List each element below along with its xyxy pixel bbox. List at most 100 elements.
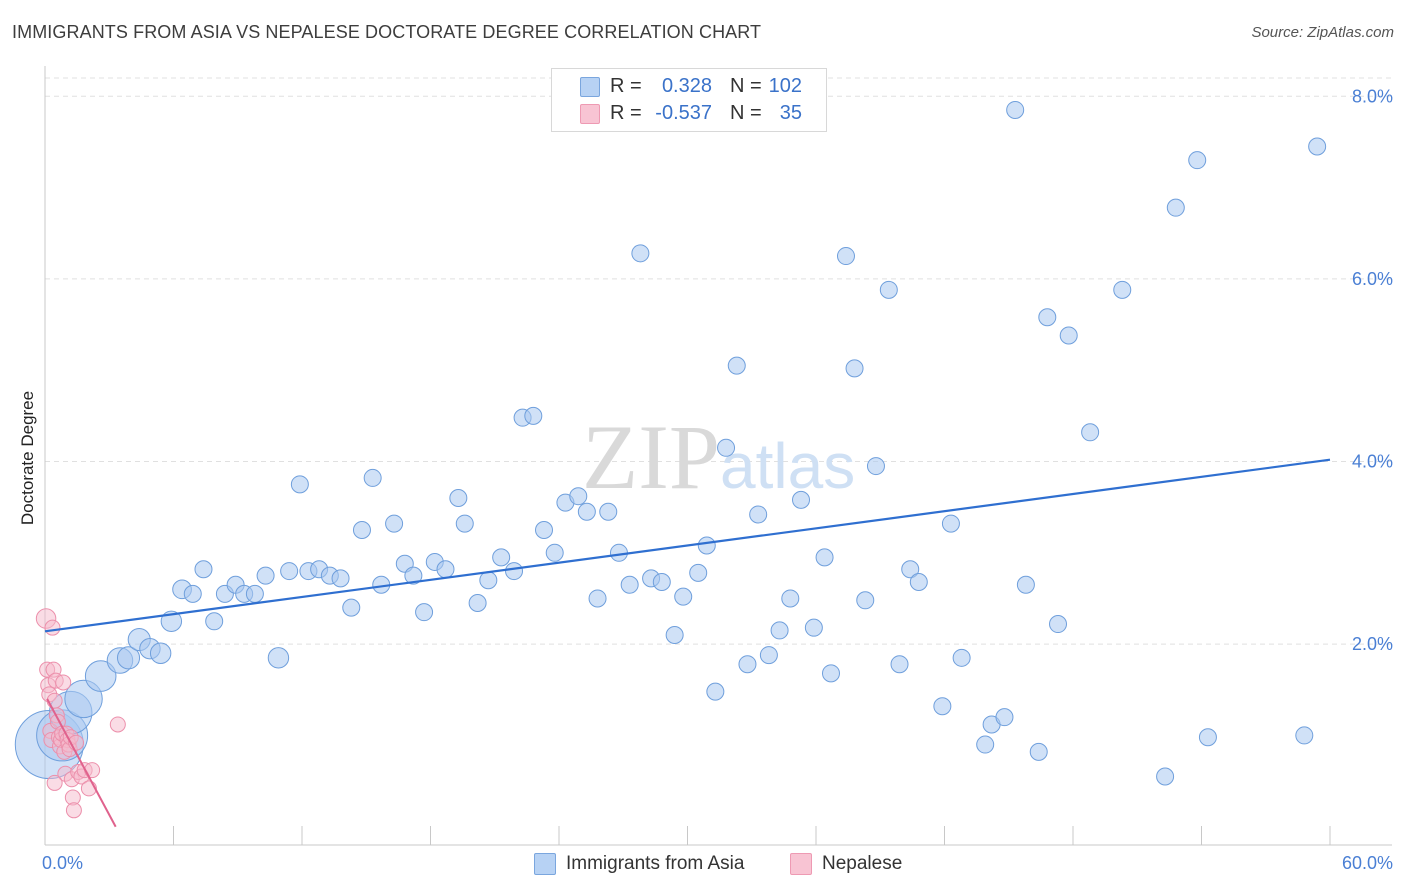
legend-r-value: -0.537	[655, 102, 712, 124]
asia-point	[706, 682, 725, 701]
asia-point	[290, 475, 309, 494]
asia-point	[792, 490, 811, 509]
asia-point	[449, 489, 468, 508]
asia-point	[331, 569, 350, 588]
asia-point	[1113, 280, 1132, 299]
asia-point	[1308, 137, 1327, 156]
asia-point	[697, 536, 716, 555]
asia-point	[995, 708, 1014, 727]
asia-point	[856, 591, 875, 610]
asia-point	[727, 356, 746, 375]
nepal-point	[44, 619, 61, 636]
asia-point	[1166, 198, 1185, 217]
asia-point	[256, 566, 275, 585]
asia-point	[194, 560, 213, 579]
asia-point	[717, 438, 736, 457]
asia-point	[363, 468, 382, 487]
asia-point	[815, 548, 834, 567]
asia-point	[1081, 423, 1100, 442]
nepal-point	[46, 774, 63, 791]
asia-point	[674, 587, 693, 606]
asia-point	[952, 648, 971, 667]
asia-point	[352, 520, 371, 539]
bottom-legend-asia-label: Immigrants from Asia	[566, 853, 745, 874]
trendlines	[44, 458, 1331, 828]
asia-point	[1049, 615, 1068, 634]
asia-point	[1198, 728, 1217, 747]
asia-point	[280, 562, 299, 581]
x-tick-label-min: 0.0%	[42, 853, 83, 873]
asia-point	[479, 571, 498, 590]
asia-point	[1006, 100, 1025, 119]
bottom-legend-nepal-label: Nepalese	[822, 853, 903, 874]
chart-title: IMMIGRANTS FROM ASIA VS NEPALESE DOCTORA…	[12, 22, 762, 42]
legend-n-value: 102	[768, 75, 802, 97]
legend-row-asia: R = 0.328 N = 102	[552, 73, 826, 99]
series-nepal-points	[35, 608, 126, 819]
nepal-point	[55, 674, 72, 691]
nepal-point	[46, 692, 63, 709]
asia-point	[901, 560, 920, 579]
asia-point	[404, 566, 423, 585]
asia-point	[665, 625, 684, 644]
asia-point	[1156, 767, 1175, 786]
bottom-swatch-nepal	[790, 853, 812, 875]
asia-point	[535, 520, 554, 539]
asia-point	[588, 589, 607, 608]
asia-point	[436, 560, 455, 579]
legend-n-value: 35	[779, 102, 802, 124]
legend-r-value: 0.328	[661, 75, 712, 97]
asia-point	[183, 584, 202, 603]
nepal-point	[109, 716, 126, 733]
nepal-trendline	[46, 698, 117, 828]
asia-point	[1188, 151, 1207, 170]
asia-point	[149, 642, 172, 664]
asia-point	[1038, 308, 1057, 327]
tick-labels: 2.0% 4.0% 6.0% 8.0% 0.0% 60.0%	[42, 86, 1393, 873]
asia-point	[631, 244, 650, 263]
asia-point	[1059, 326, 1078, 345]
asia-point	[909, 573, 928, 592]
asia-point	[804, 618, 823, 637]
y-tick-label: 8.0%	[1352, 86, 1393, 106]
y-tick-label: 4.0%	[1352, 452, 1393, 472]
asia-point	[1029, 742, 1048, 761]
asia-point	[245, 584, 264, 603]
y-tick-label: 6.0%	[1352, 269, 1393, 289]
correlation-legend: R = 0.328 N = 102 R = -0.537 N = 35	[551, 68, 827, 132]
asia-point	[836, 247, 855, 266]
watermark-zip: ZIP	[582, 406, 720, 508]
bottom-swatch-asia	[534, 853, 556, 875]
watermark-atlas: atlas	[720, 430, 855, 502]
asia-point	[267, 647, 290, 669]
asia-point	[84, 660, 117, 692]
asia-point	[569, 487, 588, 506]
asia-point	[524, 406, 543, 425]
asia-point	[933, 697, 952, 716]
asia-point	[505, 562, 524, 581]
legend-n-label: N =	[730, 75, 762, 97]
asia-point	[1016, 575, 1035, 594]
x-tick-label-max: 60.0%	[1342, 853, 1393, 873]
asia-point	[821, 664, 840, 683]
asia-point	[545, 543, 564, 562]
y-tick-label: 2.0%	[1352, 634, 1393, 654]
legend-swatch-asia	[580, 77, 600, 97]
asia-point	[385, 514, 404, 533]
asia-point	[866, 457, 885, 476]
legend-row-nepal: R = -0.537 N = 35	[552, 100, 826, 126]
asia-point	[890, 655, 909, 674]
asia-point	[941, 514, 960, 533]
y-axis-label: Doctorate Degree	[18, 391, 37, 525]
asia-point	[599, 502, 618, 521]
legend-n-label: N =	[730, 102, 762, 124]
asia-point	[759, 646, 778, 665]
asia-point	[620, 575, 639, 594]
asia-point	[468, 594, 487, 613]
asia-point	[1295, 726, 1314, 745]
legend-r-label: R =	[610, 102, 642, 124]
asia-point	[415, 603, 434, 622]
asia-point	[652, 573, 671, 592]
asia-point	[879, 280, 898, 299]
asia-point	[455, 514, 474, 533]
